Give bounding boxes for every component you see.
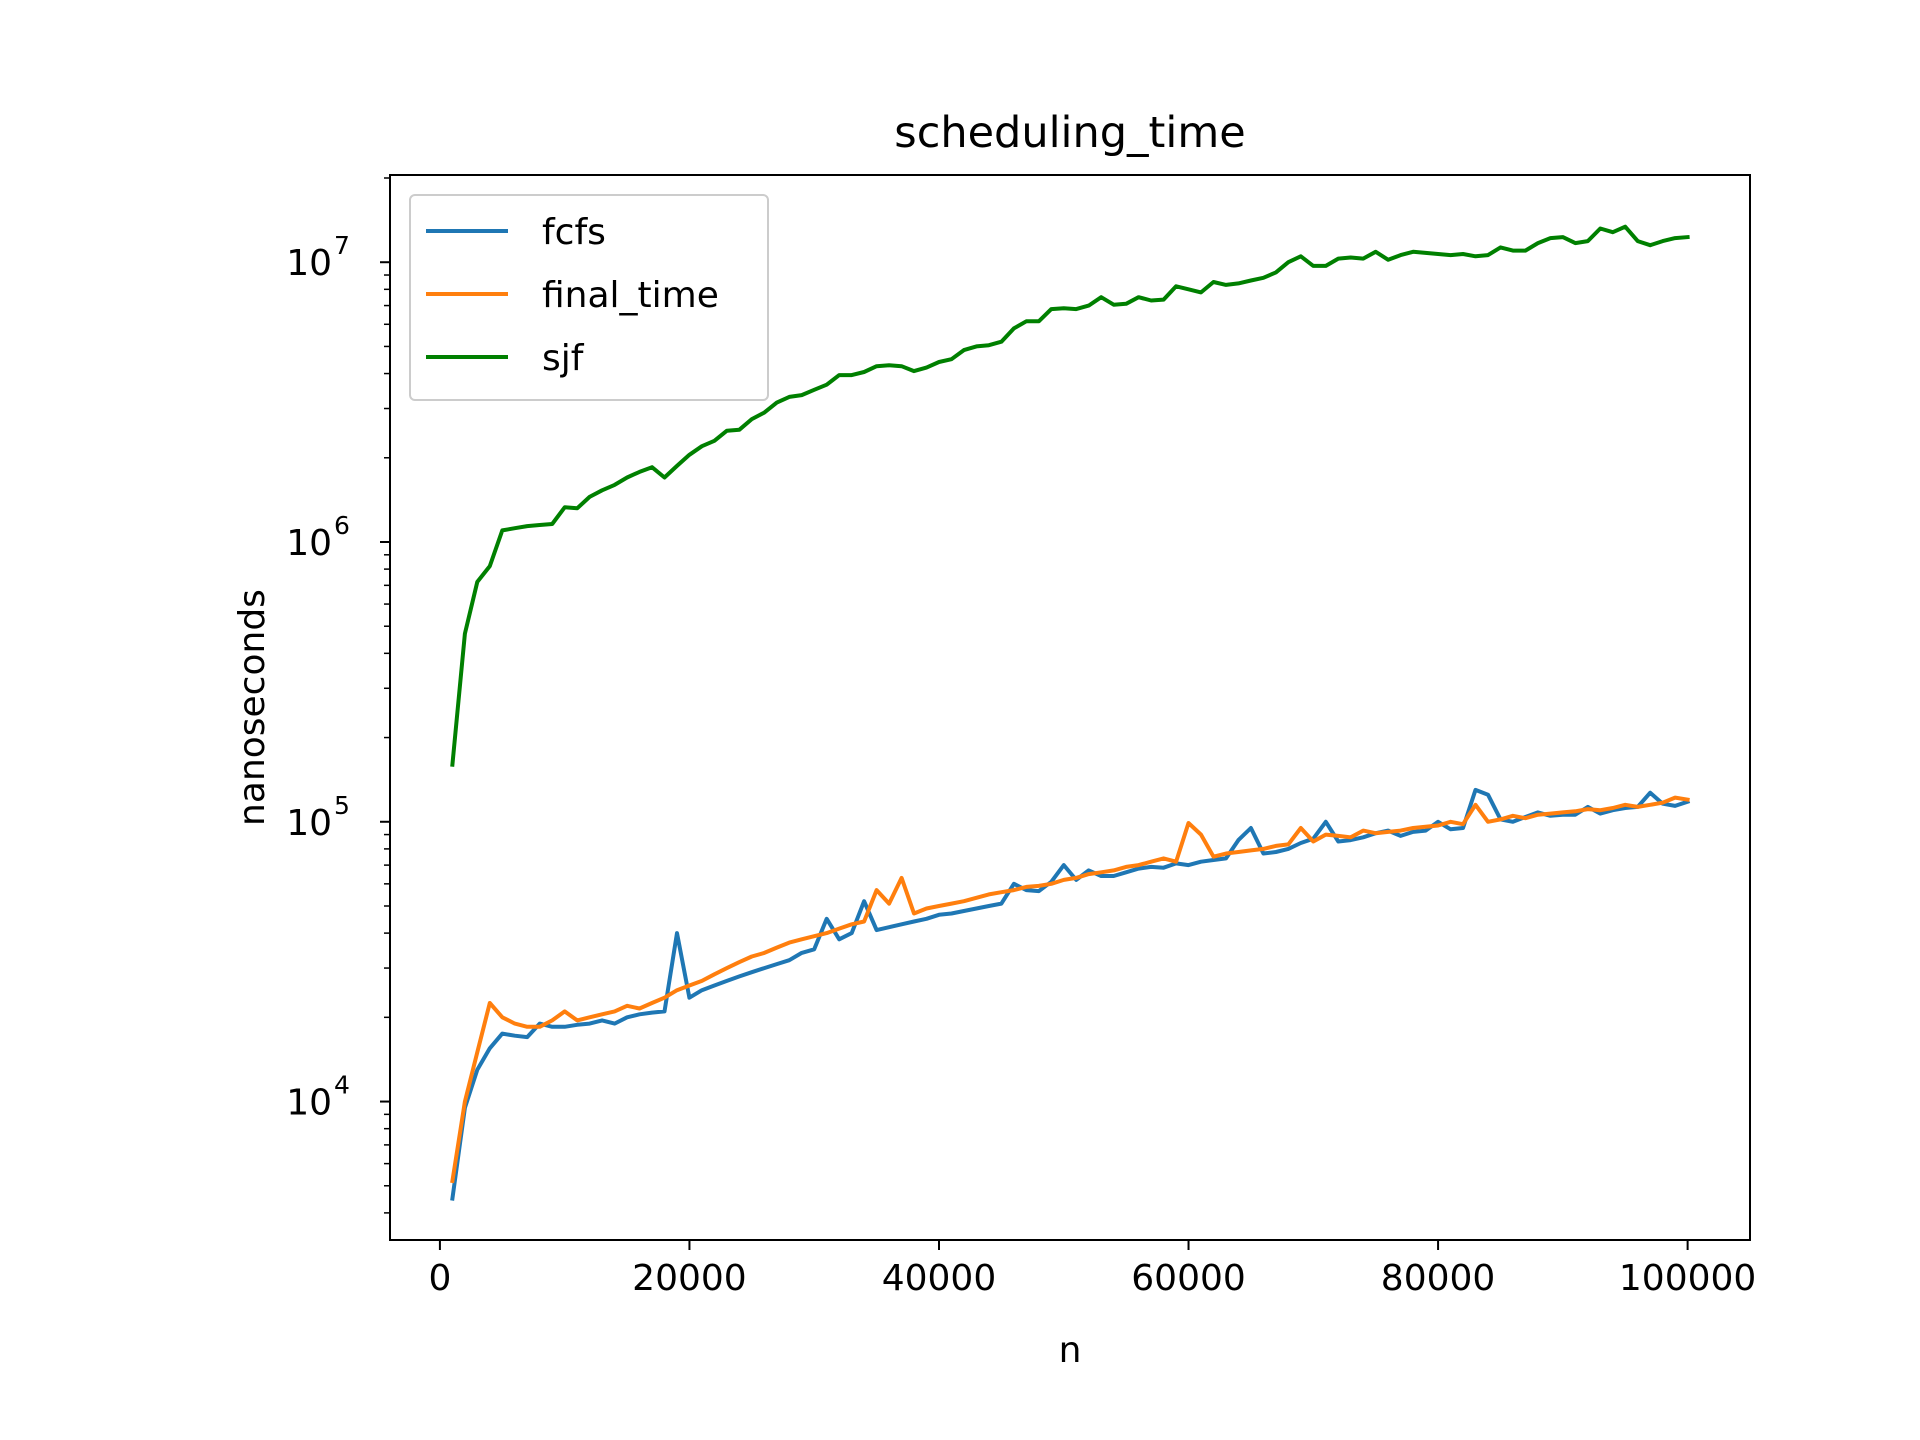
- y-tick-exponent: 6: [334, 511, 350, 540]
- chart-title: scheduling_time: [894, 108, 1245, 158]
- legend-item-fcfs: fcfs: [426, 212, 606, 253]
- y-tick-label: 10 6: [286, 511, 350, 564]
- series-line-sjf: [450, 224, 1690, 767]
- series-line-final_time: [450, 795, 1690, 1184]
- y-tick-label: 10 4: [286, 1071, 350, 1124]
- legend-item-sjf: sjf: [426, 338, 585, 379]
- x-tick-label: 40000: [882, 1258, 997, 1299]
- y-axis-label: nanoseconds: [232, 589, 273, 826]
- series-layer: [450, 224, 1691, 1201]
- y-tick-base: 10: [286, 523, 332, 564]
- legend-label: sjf: [542, 338, 585, 379]
- y-tick-base: 10: [286, 803, 332, 844]
- x-axis-label: n: [1059, 1330, 1082, 1371]
- x-axis-ticks: 0 20000 40000 60000 80000 100000: [428, 1240, 1756, 1299]
- legend-box: [409, 194, 769, 401]
- y-tick-exponent: 4: [334, 1071, 350, 1100]
- y-tick-exponent: 5: [334, 791, 350, 820]
- x-tick-label: 60000: [1131, 1258, 1246, 1299]
- y-tick-label: 10 7: [286, 231, 350, 284]
- x-tick-label: 20000: [632, 1258, 747, 1299]
- x-tick-label: 0: [428, 1258, 451, 1299]
- x-tick-label: 100000: [1619, 1258, 1756, 1299]
- y-tick-exponent: 7: [334, 231, 350, 260]
- legend-item-final_time: final_time: [426, 275, 719, 316]
- series-line-fcfs: [450, 787, 1691, 1201]
- y-tick-base: 10: [286, 243, 332, 284]
- x-tick-label: 80000: [1381, 1258, 1496, 1299]
- legend-label: fcfs: [542, 212, 606, 253]
- plot-frame: [389, 174, 1751, 1241]
- y-tick-label: 10 5: [286, 791, 350, 844]
- legend-label: final_time: [542, 275, 719, 316]
- y-tick-base: 10: [286, 1083, 332, 1124]
